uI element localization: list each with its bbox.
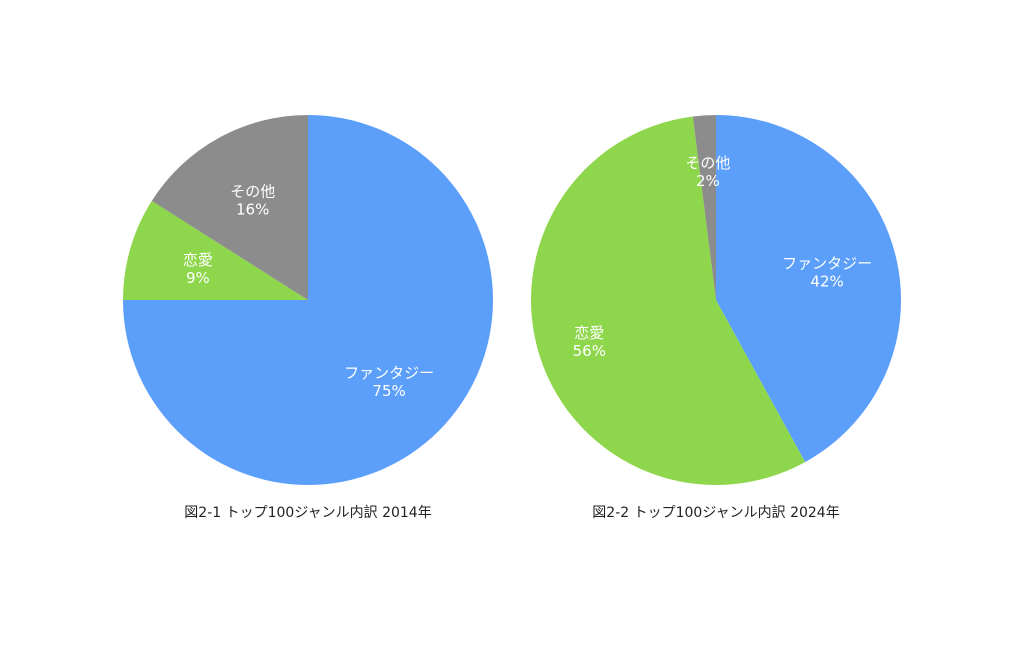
pie-slice-romance [123, 200, 308, 300]
pie-slice-romance [531, 116, 806, 486]
slice-value-fantasy: 42% [810, 273, 843, 291]
chart-caption-2024: 図2-2 トップ100ジャンル内訳 2024年 [592, 505, 839, 521]
slice-label-romance: 恋愛 [183, 251, 213, 269]
slice-value-other: 2% [696, 172, 720, 190]
slice-label-other: その他 [685, 154, 730, 172]
slice-value-fantasy: 75% [372, 382, 405, 400]
slice-label-romance: 恋愛 [574, 324, 604, 342]
slice-label-other: その他 [230, 183, 275, 201]
chart-caption-2014: 図2-1 トップ100ジャンル内訳 2014年 [184, 505, 431, 521]
slice-label-fantasy: ファンタジー [344, 364, 434, 382]
pie-slice-fantasy [716, 115, 902, 463]
slice-value-romance: 56% [573, 342, 606, 360]
slice-value-romance: 9% [186, 269, 210, 287]
slice-label-fantasy: ファンタジー [782, 255, 872, 273]
slice-value-other: 16% [236, 201, 269, 219]
pie-slice-other [692, 115, 716, 300]
pie-slice-other [151, 115, 308, 300]
